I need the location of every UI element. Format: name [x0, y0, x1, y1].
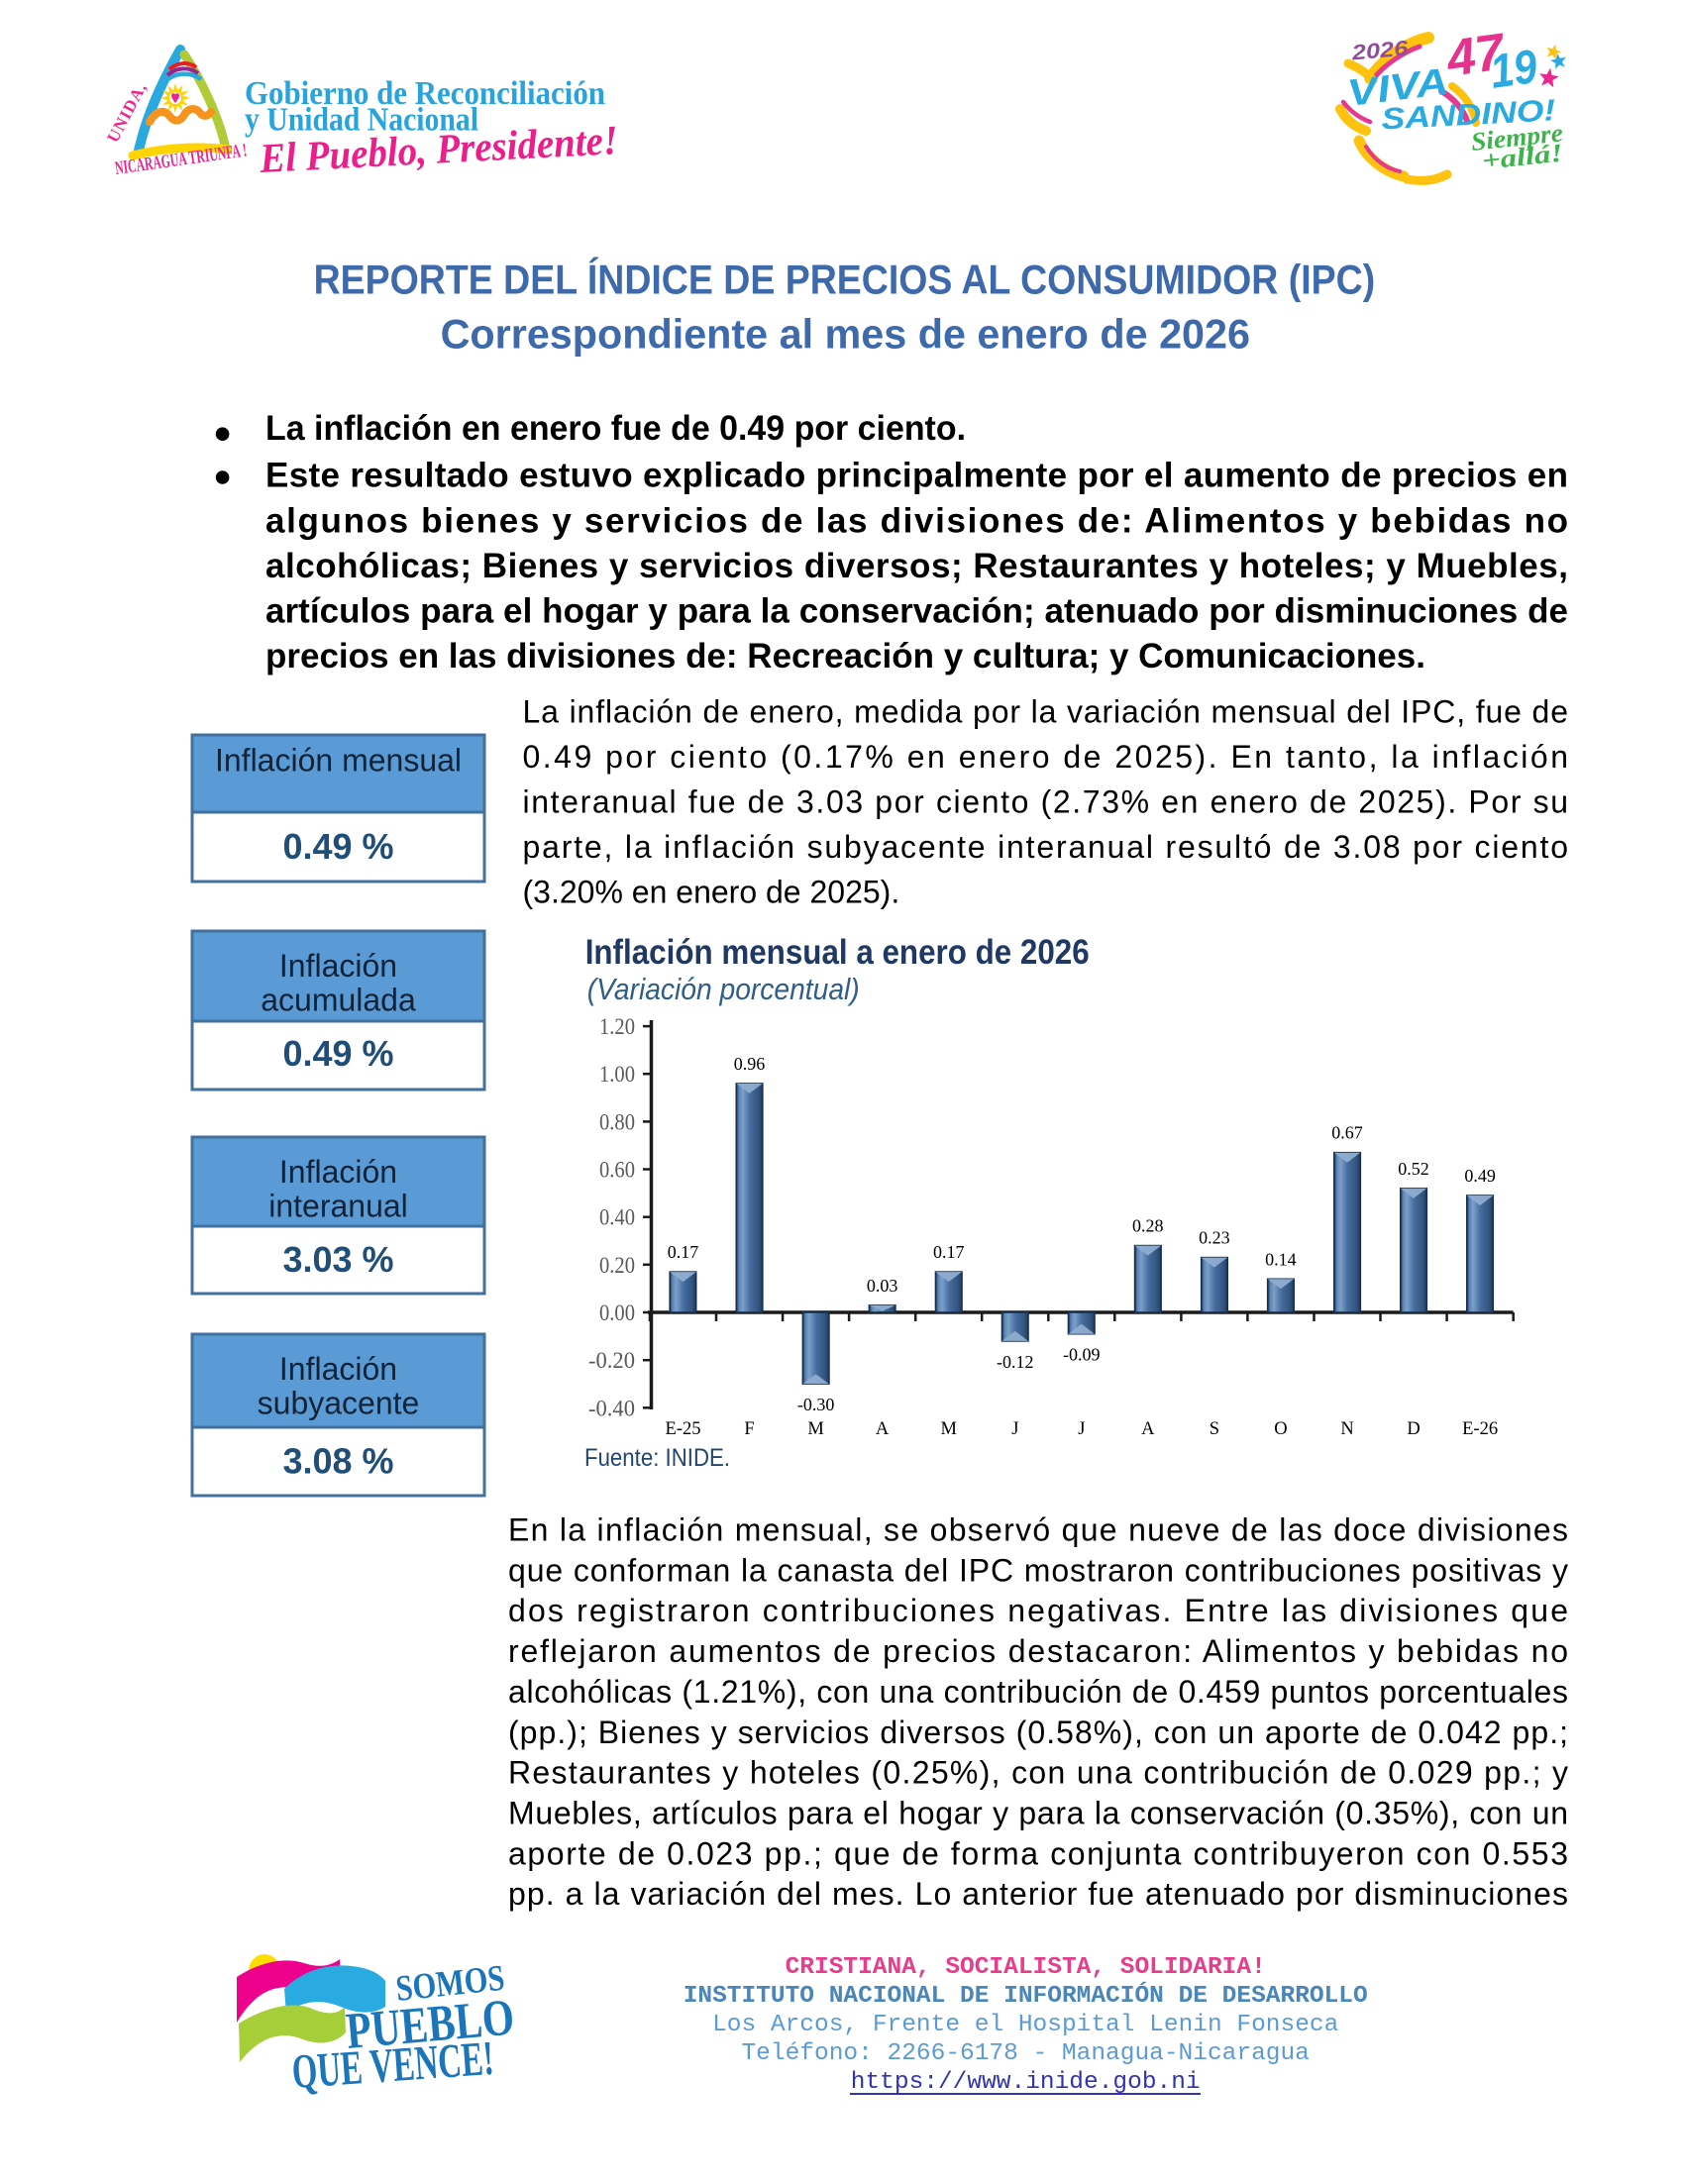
svg-text:(pp.); Bienes y servicios dive: (pp.); Bienes y servicios diversos (0.58… — [508, 1715, 1568, 1750]
svg-text:alcohólicas; Bienes y servicio: alcohólicas; Bienes y servicios diversos… — [265, 547, 1568, 585]
svg-text:(3.20% en enero de 2025).: (3.20% en enero de 2025). — [523, 875, 900, 910]
svg-text:D: D — [1407, 1419, 1420, 1439]
svg-text:47: 47 — [1442, 23, 1510, 88]
svg-text:CRISTIANA, SOCIALISTA, SOLIDAR: CRISTIANA, SOCIALISTA, SOLIDARIA! — [786, 1954, 1266, 1981]
svg-text:0.96: 0.96 — [734, 1054, 766, 1074]
svg-text:reflejaron aumentos de precios: reflejaron aumentos de precios destacaro… — [508, 1633, 1568, 1669]
svg-text:interanual: interanual — [268, 1189, 408, 1224]
svg-text:0.28: 0.28 — [1132, 1216, 1164, 1236]
svg-text:F: F — [744, 1419, 754, 1439]
svg-text:J: J — [1011, 1419, 1018, 1439]
svg-text:y Unidad Nacional: y Unidad Nacional — [245, 102, 478, 139]
svg-text:aporte de 0.023 pp.; que de fo: aporte de 0.023 pp.; que de forma conjun… — [508, 1835, 1568, 1871]
svg-text:0.52: 0.52 — [1398, 1159, 1429, 1179]
svg-text:0.49 %: 0.49 % — [282, 826, 393, 867]
svg-text:N: N — [1340, 1419, 1353, 1439]
svg-text:(Variación porcentual): (Variación porcentual) — [587, 972, 860, 1006]
svg-text:0.20: 0.20 — [599, 1253, 635, 1278]
svg-text:precios en las divisiones de:: precios en las divisiones de: Recreación… — [265, 637, 1425, 676]
svg-text:La inflación de enero, medida: La inflación de enero, medida por la var… — [523, 694, 1569, 730]
svg-text:artículos para el hogar y para: artículos para el hogar y para la conser… — [265, 592, 1568, 631]
svg-text:Teléfono: 2266-6178 - Managua-: Teléfono: 2266-6178 - Managua-Nicaragua — [741, 2040, 1309, 2067]
svg-text:0.49: 0.49 — [1464, 1166, 1496, 1186]
svg-text:A: A — [876, 1419, 890, 1439]
svg-text:0.80: 0.80 — [599, 1109, 635, 1134]
svg-text:3.03 %: 3.03 % — [282, 1239, 393, 1280]
svg-text:que conforman la canasta del I: que conforman la canasta del IPC mostrar… — [508, 1552, 1568, 1588]
svg-text:Inflación mensual a enero de 2: Inflación mensual a enero de 2026 — [585, 933, 1090, 972]
svg-text:dos registraron contribuciones: dos registraron contribuciones negativas… — [508, 1593, 1568, 1628]
svg-text:Inflación: Inflación — [279, 1154, 397, 1190]
svg-text:0.49 %: 0.49 % — [282, 1033, 393, 1074]
svg-text:M: M — [807, 1419, 823, 1439]
svg-text:Fuente: INIDE.: Fuente: INIDE. — [584, 1444, 730, 1472]
svg-text:parte, la inflación subyacente: parte, la inflación subyacente interanua… — [523, 829, 1569, 865]
svg-text:pp. a la variación del mes. Lo: pp. a la variación del mes. Lo anterior … — [508, 1876, 1568, 1912]
svg-text:J: J — [1078, 1419, 1085, 1439]
svg-text:REPORTE DEL ÍNDICE DE PRECIOS: REPORTE DEL ÍNDICE DE PRECIOS AL CONSUMI… — [314, 256, 1376, 302]
svg-text:Los Arcos, Frente el Hospital: Los Arcos, Frente el Hospital Lenin Fons… — [712, 2012, 1338, 2038]
svg-text:0.40: 0.40 — [599, 1205, 635, 1230]
svg-text:0.00: 0.00 — [599, 1300, 635, 1325]
svg-text:1.20: 1.20 — [599, 1014, 635, 1039]
svg-text:A: A — [1141, 1419, 1155, 1439]
svg-text:3.08 %: 3.08 % — [282, 1441, 393, 1482]
svg-text:0.23: 0.23 — [1199, 1228, 1230, 1248]
svg-text:S: S — [1210, 1419, 1219, 1439]
svg-text:Restaurantes y hoteles (0.25%): Restaurantes y hoteles (0.25%), con una … — [508, 1755, 1568, 1791]
svg-text:M: M — [940, 1419, 956, 1439]
svg-text:0.03: 0.03 — [867, 1276, 898, 1296]
svg-text:INSTITUTO NACIONAL DE INFORMAC: INSTITUTO NACIONAL DE INFORMACIÓN DE DES… — [684, 1981, 1368, 2010]
svg-text:Correspondiente al mes de ener: Correspondiente al mes de enero de 2026 — [441, 311, 1250, 358]
svg-text:algunos bienes y servicios de: algunos bienes y servicios de las divisi… — [265, 501, 1568, 540]
svg-text:La inflación en enero fue de 0: La inflación en enero fue de 0.49 por ci… — [265, 409, 966, 448]
svg-text:Inflación: Inflación — [279, 948, 397, 984]
svg-text:0.67: 0.67 — [1331, 1123, 1363, 1143]
svg-text:alcohólicas (1.21%), con una c: alcohólicas (1.21%), con una contribució… — [508, 1674, 1568, 1710]
svg-text:Este resultado estuvo explicad: Este resultado estuvo explicado principa… — [265, 457, 1568, 495]
svg-text:-0.40: -0.40 — [588, 1396, 635, 1420]
svg-text:-0.09: -0.09 — [1063, 1345, 1101, 1365]
svg-text:-0.12: -0.12 — [997, 1352, 1034, 1372]
svg-text:E-26: E-26 — [1462, 1419, 1498, 1439]
svg-text:1.00: 1.00 — [599, 1062, 635, 1087]
svg-text:Inflación mensual: Inflación mensual — [215, 743, 462, 779]
svg-text:0.49 por ciento (0.17% en ener: 0.49 por ciento (0.17% en enero de 2025)… — [523, 739, 1569, 775]
svg-text:acumulada: acumulada — [261, 983, 416, 1018]
svg-text:19: 19 — [1487, 41, 1540, 99]
svg-text:Muebles, artículos para el hog: Muebles, artículos para el hogar y para … — [508, 1796, 1568, 1831]
svg-text:E-25: E-25 — [666, 1419, 701, 1439]
svg-text:O: O — [1274, 1419, 1287, 1439]
svg-text:subyacente: subyacente — [258, 1386, 420, 1421]
svg-text:0.60: 0.60 — [599, 1158, 635, 1183]
svg-text:0.17: 0.17 — [668, 1242, 699, 1262]
svg-text:https://www.inide.gob.ni: https://www.inide.gob.ni — [851, 2069, 1201, 2096]
svg-text:0.17: 0.17 — [933, 1242, 965, 1262]
svg-text:En la inflación mensual, se ob: En la inflación mensual, se observó que … — [508, 1512, 1568, 1548]
svg-text:Inflación: Inflación — [279, 1351, 397, 1387]
svg-text:Gobierno de Reconciliación: Gobierno de Reconciliación — [245, 75, 605, 112]
svg-text:0.14: 0.14 — [1265, 1249, 1297, 1269]
svg-text:-0.30: -0.30 — [797, 1395, 835, 1414]
svg-text:interanual fue de 3.03 por cie: interanual fue de 3.03 por ciento (2.73%… — [523, 784, 1568, 820]
svg-text:-0.20: -0.20 — [588, 1348, 635, 1373]
svg-text:2026: 2026 — [1350, 37, 1411, 65]
